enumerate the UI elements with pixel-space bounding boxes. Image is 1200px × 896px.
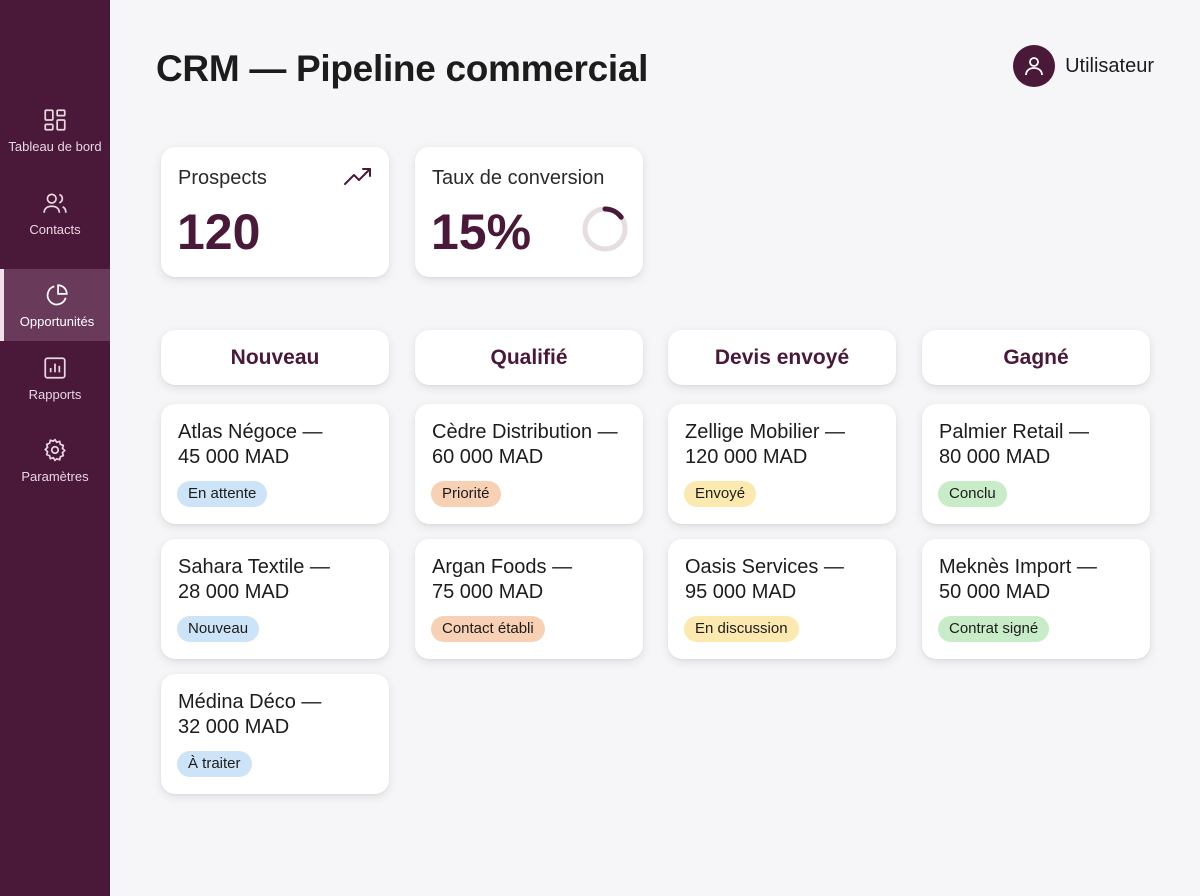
sidebar-item-rapports[interactable]: Rapports — [0, 342, 110, 414]
kpi-conversion-card: Taux de conversion 15% — [415, 147, 643, 277]
user-menu[interactable]: Utilisateur — [1013, 45, 1154, 87]
user-icon — [1025, 57, 1043, 76]
deal-amount: 28 000 MAD — [178, 581, 290, 603]
status-badge: Priorité — [431, 481, 501, 507]
status-badge: Conclu — [938, 481, 1007, 507]
progress-ring — [582, 206, 628, 252]
deal-client: Cèdre Distribution — — [432, 421, 618, 443]
column-header-nouveau: Nouveau — [161, 330, 389, 385]
deal-client: Meknès Import — — [939, 556, 1097, 578]
sidebar-item-label: Paramètres — [21, 468, 89, 484]
deal-client: Palmier Retail — — [939, 421, 1090, 443]
sidebar-item-contacts[interactable]: Contacts — [0, 177, 110, 249]
deal-card[interactable]: Palmier Retail — 80 000 MAD Conclu — [922, 404, 1150, 524]
column-header-qualifie: Qualifié — [415, 330, 643, 385]
deal-amount: 95 000 MAD — [685, 581, 797, 603]
avatar — [1013, 45, 1056, 87]
status-badge: En attente — [177, 481, 268, 507]
deal-card[interactable]: Argan Foods — 75 000 MAD Contact établi — [415, 539, 643, 659]
deal-card[interactable]: Zellige Mobilier — 120 000 MAD Envoyé — [668, 404, 896, 524]
page-title: CRM — Pipeline commercial — [156, 48, 649, 89]
sidebar-item-label: Contacts — [29, 221, 81, 237]
sidebar-item-label: Rapports — [28, 386, 82, 402]
deal-amount: 32 000 MAD — [178, 716, 290, 738]
kpi-label: Prospects — [178, 167, 267, 189]
status-badge: Contact établi — [431, 616, 545, 642]
deal-amount: 45 000 MAD — [178, 446, 290, 468]
status-badge: Contrat signé — [938, 616, 1050, 642]
deal-amount: 75 000 MAD — [432, 581, 544, 603]
deal-client: Zellige Mobilier — — [685, 421, 846, 443]
deal-client: Oasis Services — — [685, 556, 844, 578]
status-badge: Nouveau — [177, 616, 260, 642]
contacts-icon — [43, 192, 67, 213]
deal-card[interactable]: Médina Déco — 32 000 MAD À traiter — [161, 674, 389, 794]
deal-card[interactable]: Oasis Services — 95 000 MAD En discussio… — [668, 539, 896, 659]
sidebar-item-label: Tableau de bord — [8, 138, 102, 154]
deal-card[interactable]: Meknès Import — 50 000 MAD Contrat signé — [922, 539, 1150, 659]
status-badge: En discussion — [684, 616, 799, 642]
kpi-value: 120 — [177, 204, 261, 260]
user-name: Utilisateur — [1065, 54, 1154, 77]
sidebar-item-dashboard[interactable]: Tableau de bord — [0, 94, 110, 166]
deal-card[interactable]: Atlas Négoce — 45 000 MAD En attente — [161, 404, 389, 524]
progress-ring-fill — [582, 206, 628, 252]
sidebar-item-opportunites[interactable]: Opportunités — [0, 269, 110, 341]
gear-icon — [44, 437, 66, 462]
deal-client: Sahara Textile — — [178, 556, 330, 578]
deal-client: Médina Déco — — [178, 691, 322, 713]
deal-amount: 80 000 MAD — [939, 446, 1051, 468]
deal-amount: 120 000 MAD — [685, 446, 808, 468]
deal-client: Atlas Négoce — — [178, 421, 323, 443]
sidebar: Tableau de bord Contacts Opportunités Ra… — [0, 0, 110, 896]
deal-card[interactable]: Sahara Textile — 28 000 MAD Nouveau — [161, 539, 389, 659]
kpi-value: 15% — [431, 204, 532, 260]
trending-up-icon — [344, 168, 371, 185]
kpi-prospects-card: Prospects 120 — [161, 147, 389, 277]
deal-client: Argan Foods — — [432, 556, 573, 578]
dashboard-icon — [44, 108, 66, 131]
sidebar-item-parametres[interactable]: Paramètres — [0, 424, 110, 496]
sidebar-item-label: Opportunités — [19, 313, 95, 329]
status-badge: Envoyé — [684, 481, 757, 507]
report-icon — [44, 356, 66, 379]
pie-chart-icon — [46, 283, 68, 305]
deal-card[interactable]: Cèdre Distribution — 60 000 MAD Priorité — [415, 404, 643, 524]
kpi-label: Taux de conversion — [432, 167, 605, 189]
status-badge: À traiter — [177, 751, 252, 777]
deal-amount: 50 000 MAD — [939, 581, 1051, 603]
deal-amount: 60 000 MAD — [432, 446, 544, 468]
column-header-gagne: Gagné — [922, 330, 1150, 385]
column-header-devis-envoye: Devis envoyé — [668, 330, 896, 385]
